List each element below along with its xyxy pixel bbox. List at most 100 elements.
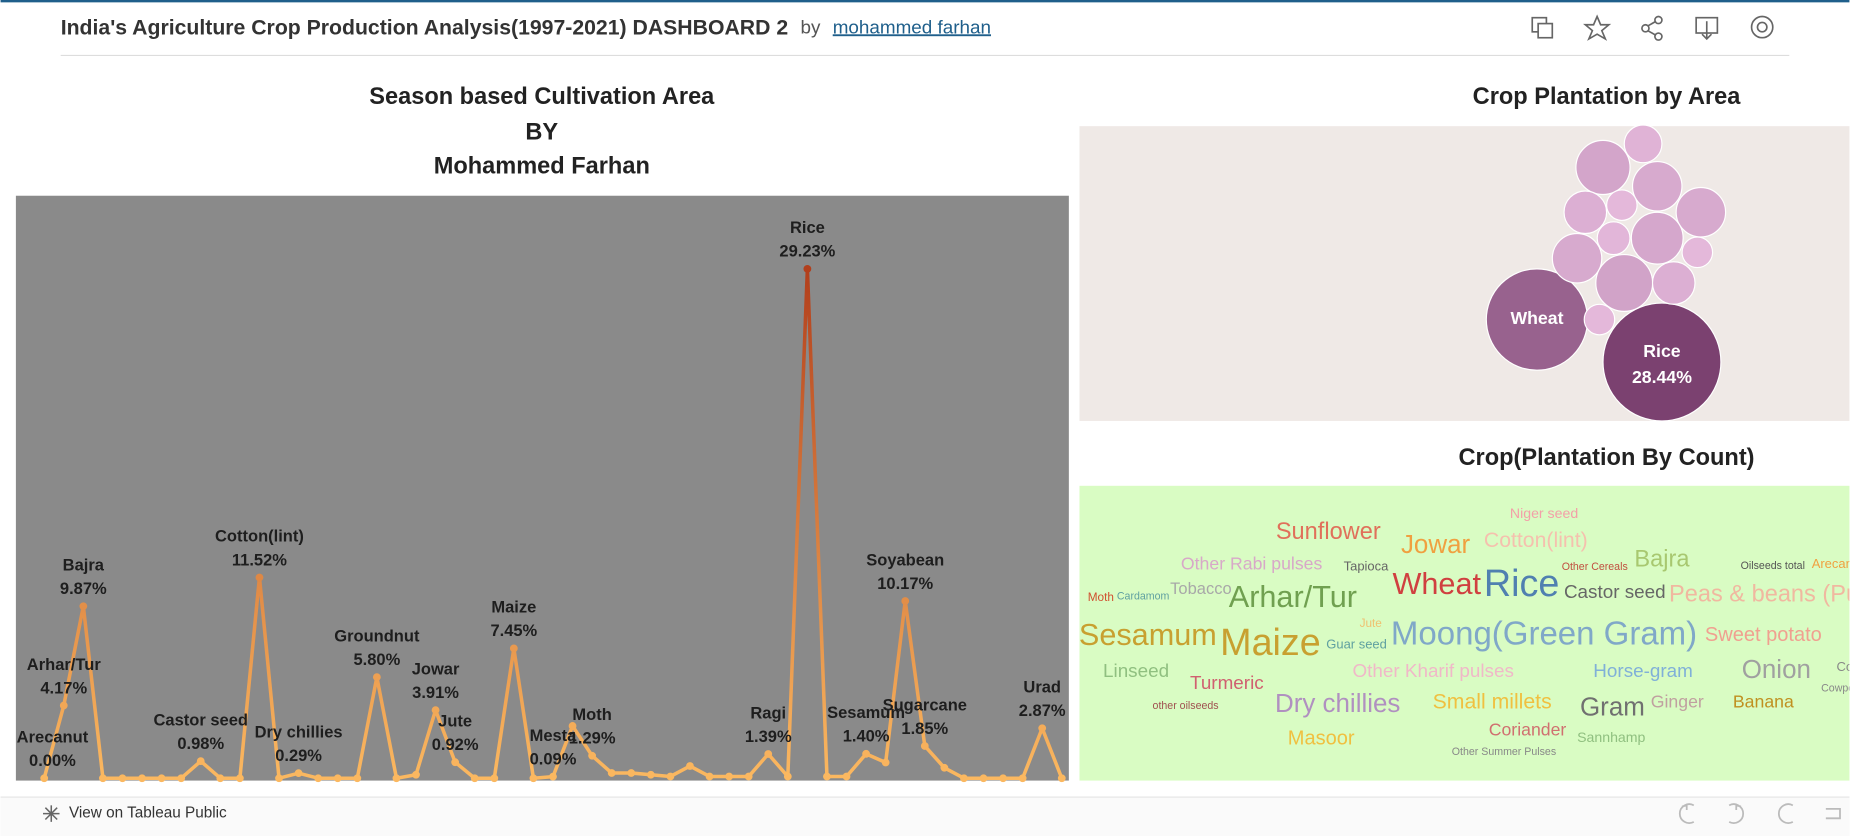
point-label: Arecanut [17, 728, 89, 746]
value-label: 29.23% [779, 243, 835, 261]
bubble [1602, 302, 1722, 422]
point [666, 772, 675, 781]
point [588, 751, 597, 760]
value-label: 4.17% [40, 679, 87, 697]
word: Cowpea(Lobia) [1821, 682, 1850, 694]
word: Oilseeds total [1741, 560, 1805, 572]
value-label: 11.52% [232, 551, 287, 569]
point-label: Maize [491, 599, 536, 617]
bubble-label: Wheat [1510, 308, 1563, 328]
word: Sunflower [1276, 518, 1381, 544]
point [294, 769, 303, 778]
word: Cardamom [1117, 590, 1170, 602]
word: Niger seed [1510, 505, 1578, 521]
download-icon[interactable] [1695, 16, 1719, 41]
point [979, 774, 988, 783]
point-label: Dry chillies [255, 723, 343, 741]
footer-bar [0, 797, 1850, 836]
point-label: Ragi [750, 704, 786, 722]
undo-icon[interactable] [1678, 803, 1695, 824]
word: Linseed [1103, 660, 1169, 681]
bubble [1596, 221, 1631, 256]
point [275, 774, 283, 783]
value-label: 0.09% [530, 751, 577, 769]
point [725, 772, 733, 781]
author-link[interactable]: mohammed farhan [833, 16, 991, 37]
word: Wheat [1392, 567, 1481, 601]
point [314, 774, 323, 783]
point [705, 772, 714, 781]
value-label: 5.80% [353, 651, 400, 669]
point [255, 573, 264, 582]
bubble [1595, 253, 1654, 312]
word: Cotton(lint) [1484, 529, 1588, 552]
value-label: 0.98% [177, 735, 224, 753]
value-label: 1.85% [901, 720, 948, 738]
bubble [1563, 190, 1608, 235]
dashboard-title: India's Agriculture Crop Production Anal… [61, 16, 788, 39]
word: Tapioca [1344, 559, 1389, 574]
point-label: Sesamum [827, 704, 905, 722]
point [157, 774, 166, 783]
point [764, 750, 773, 758]
point [627, 769, 636, 777]
word: Sweet potato [1705, 624, 1822, 646]
point [235, 774, 244, 783]
point [216, 774, 225, 783]
line-title: Mohammed Farhan [434, 153, 650, 179]
point [862, 749, 870, 758]
point-label: Moth [572, 706, 611, 724]
word: Ginger [1651, 691, 1704, 711]
point [196, 757, 205, 766]
word: Other Cereals [1562, 561, 1628, 573]
point [412, 770, 420, 779]
point [118, 774, 127, 783]
wordcloud-title: Crop(Plantation By Count) [1459, 444, 1755, 470]
pause-icon[interactable] [1825, 807, 1841, 820]
point [686, 762, 694, 770]
value-label: 7.45% [490, 622, 537, 640]
point [803, 264, 812, 273]
line-title: BY [525, 118, 558, 144]
word: Coriander [1489, 720, 1567, 740]
settings-icon[interactable] [1750, 15, 1774, 39]
revert-icon[interactable] [1777, 803, 1794, 824]
bubble-value: 28.44% [1632, 367, 1692, 387]
favorite-icon[interactable] [1583, 14, 1612, 41]
bubble-title: Crop Plantation by Area [1473, 83, 1742, 109]
word: Other Summer Pulses [1452, 746, 1556, 758]
word: other oilseeds [1153, 700, 1219, 712]
bubble [1675, 186, 1727, 238]
word: Gram [1580, 694, 1645, 722]
point [138, 774, 146, 783]
value-label: 0.00% [29, 752, 76, 770]
copy-icon[interactable] [1531, 16, 1554, 39]
word: Other Rabi pulses [1181, 553, 1323, 573]
word: Castor seed [1564, 581, 1666, 602]
point [783, 772, 792, 781]
value-label: 10.17% [877, 575, 933, 593]
point [333, 774, 342, 783]
point [568, 722, 577, 730]
point [40, 774, 49, 783]
point-label: Soyabean [866, 551, 944, 569]
word: Moth [1088, 591, 1114, 604]
plot-background [1079, 485, 1850, 781]
word: Turmeric [1190, 672, 1264, 693]
tableau-icon [43, 805, 60, 822]
point [960, 774, 968, 783]
point-label: Urad [1023, 678, 1061, 696]
point-label: Arhar/Tur [27, 656, 102, 674]
point [353, 774, 362, 783]
bubble-label: Rice [1643, 341, 1681, 361]
point-label: Cotton(lint) [215, 528, 304, 546]
point-label: Sugarcane [883, 696, 967, 714]
footer-link[interactable]: View on Tableau Public [69, 805, 227, 822]
plot-background [1079, 126, 1850, 421]
share-icon[interactable] [1641, 15, 1663, 41]
redo-icon[interactable] [1728, 803, 1745, 824]
point [920, 742, 929, 750]
point [744, 772, 753, 781]
